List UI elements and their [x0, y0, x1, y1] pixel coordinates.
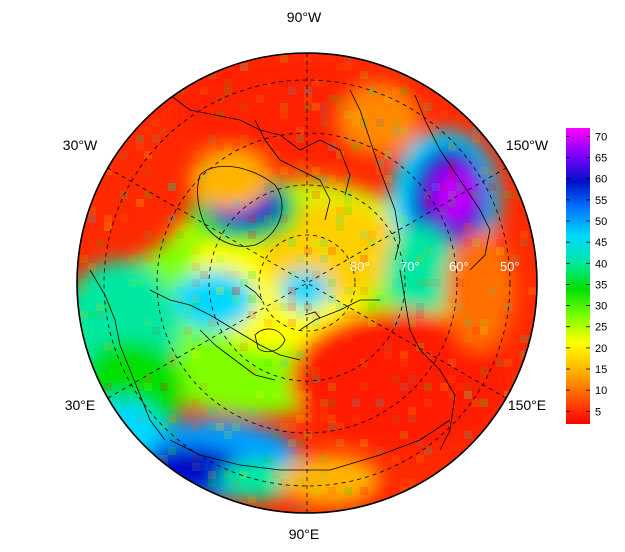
- colorbar: 5 10 15 20 25 30 35 40 45 50 55 60 65 70: [566, 128, 607, 424]
- graticule: [103, 53, 511, 513]
- map-border: [76, 52, 538, 514]
- colorbar-tick-label: 20: [595, 343, 607, 355]
- lon-label-bottom: 90°E: [289, 526, 320, 542]
- colorbar-tick-label: 60: [595, 174, 607, 186]
- colorbar-tick-label: 55: [595, 195, 607, 207]
- colorbar-tick-label: 15: [595, 364, 607, 376]
- colorbar-tick-label: 25: [595, 322, 607, 334]
- lon-label-upper-right: 150°W: [506, 137, 549, 153]
- lat-label-60: 60°: [449, 259, 469, 274]
- colorbar-tick-label: 5: [595, 406, 601, 418]
- lon-label-upper-left: 30°W: [63, 137, 98, 153]
- colorbar-tick-label: 45: [595, 237, 607, 249]
- colorbar-ticks: 5 10 15 20 25 30 35 40 45 50 55 60 65 70: [566, 131, 607, 418]
- coastlines: [89, 89, 491, 471]
- lat-label-70: 70°: [400, 259, 420, 274]
- lon-label-lower-right: 150°E: [508, 397, 546, 413]
- colorbar-tick-label: 30: [595, 301, 607, 313]
- lon-label-lower-left: 30°E: [65, 397, 96, 413]
- colorbar-tick-label: 40: [595, 258, 607, 270]
- colorbar-gradient: [566, 128, 590, 424]
- colorbar-tick-label: 10: [595, 385, 607, 397]
- lat-label-80: 80°: [350, 259, 370, 274]
- colorbar-tick-label: 70: [595, 131, 607, 143]
- colorbar-tick-label: 35: [595, 279, 607, 291]
- colorbar-tick-label: 65: [595, 153, 607, 165]
- colorbar-tick-label: 50: [595, 216, 607, 228]
- lon-label-top: 90°W: [287, 9, 322, 25]
- lat-label-50: 50°: [500, 259, 520, 274]
